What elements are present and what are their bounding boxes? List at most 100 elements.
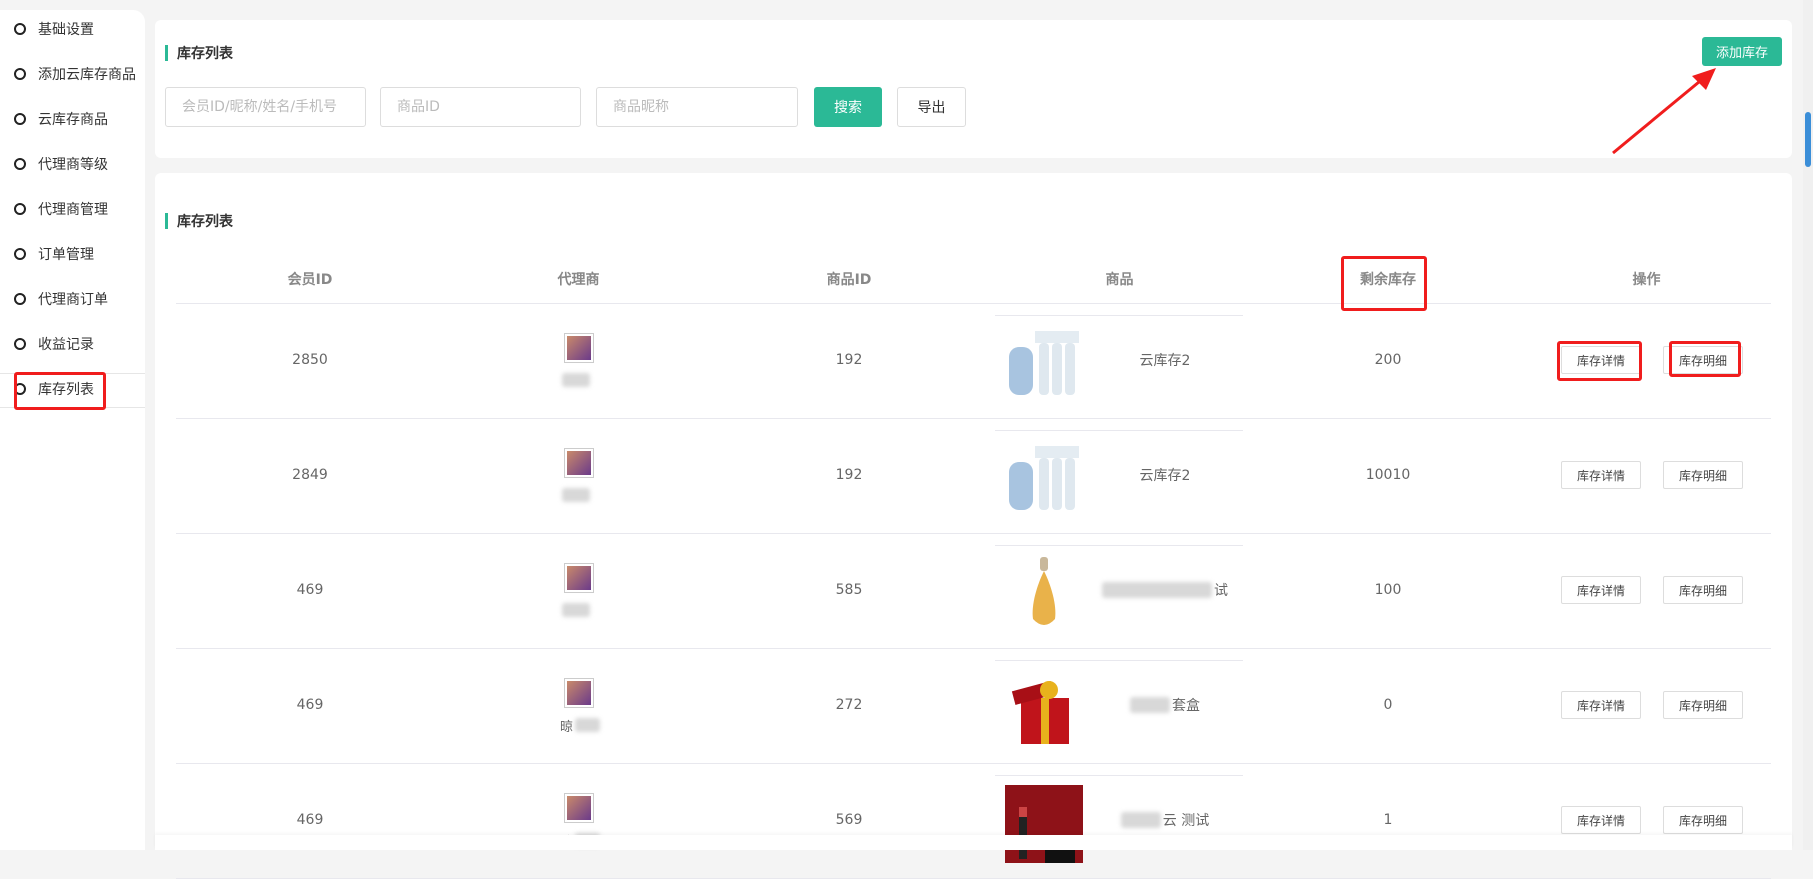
stock-detail-button[interactable]: 库存详情 xyxy=(1561,461,1641,489)
redacted-text xyxy=(562,603,590,617)
sidebar-item[interactable]: 添加云库存商品 xyxy=(14,59,136,89)
stock-ledger-button[interactable]: 库存明细 xyxy=(1663,461,1743,489)
stock-detail-button[interactable]: 库存详情 xyxy=(1561,691,1641,719)
annotation-arrow-icon xyxy=(1612,68,1716,155)
agent-name: 晾 xyxy=(560,715,600,735)
column-header: 代理商 xyxy=(557,272,600,288)
sidebar-item[interactable]: 代理商订单 xyxy=(14,284,108,314)
agent-name xyxy=(560,485,600,505)
divider xyxy=(176,648,1771,649)
product-image xyxy=(1005,440,1083,518)
sidebar xyxy=(0,10,145,850)
product-name-input[interactable] xyxy=(596,87,798,127)
product-name-text: 云库存2 xyxy=(1139,353,1191,369)
circle-icon xyxy=(14,68,26,80)
product-id: 585 xyxy=(835,582,863,598)
divider xyxy=(0,407,145,408)
column-header: 剩余库存 xyxy=(1360,272,1416,288)
circle-icon xyxy=(14,23,26,35)
bottom-bar xyxy=(155,835,1792,850)
stock-detail-button[interactable]: 库存详情 xyxy=(1561,806,1641,834)
sidebar-item-label: 收益记录 xyxy=(38,337,94,353)
remaining-stock: 10010 xyxy=(1365,467,1411,483)
sidebar-item-label: 库存列表 xyxy=(38,382,94,398)
product-id: 192 xyxy=(835,352,863,368)
stock-ledger-button[interactable]: 库存明细 xyxy=(1663,576,1743,604)
circle-icon xyxy=(14,293,26,305)
agent-avatar xyxy=(564,333,594,363)
column-header: 会员ID xyxy=(287,272,333,288)
sidebar-item-label: 代理商订单 xyxy=(38,292,108,308)
sidebar-item[interactable]: 云库存商品 xyxy=(14,104,108,134)
agent-name-text: 晾 xyxy=(560,719,574,735)
product-name: 云库存2 xyxy=(1095,348,1235,372)
agent-name xyxy=(560,600,600,620)
redacted-text xyxy=(575,718,600,732)
sidebar-item-label: 添加云库存商品 xyxy=(38,67,136,83)
redacted-text xyxy=(1102,582,1212,598)
circle-icon xyxy=(14,158,26,170)
search-card-title: 库存列表 xyxy=(165,43,233,63)
sidebar-item[interactable]: 库存列表 xyxy=(14,374,94,404)
stock-ledger-button[interactable]: 库存明细 xyxy=(1663,691,1743,719)
product-name-text: 云库存2 xyxy=(1139,468,1191,484)
agent-avatar xyxy=(564,448,594,478)
title-text: 库存列表 xyxy=(177,214,233,230)
stock-ledger-button[interactable]: 库存明细 xyxy=(1663,346,1743,374)
divider xyxy=(176,533,1771,534)
member-id: 2849 xyxy=(292,467,328,483)
sidebar-item[interactable]: 订单管理 xyxy=(14,239,94,269)
remaining-stock: 200 xyxy=(1374,352,1402,368)
divider xyxy=(176,763,1771,764)
export-button[interactable]: 导出 xyxy=(897,87,966,127)
title-text: 库存列表 xyxy=(177,46,233,62)
member-id: 469 xyxy=(296,812,324,828)
circle-icon xyxy=(14,383,26,395)
circle-icon xyxy=(14,248,26,260)
sidebar-item[interactable]: 代理商管理 xyxy=(14,194,108,224)
redacted-text xyxy=(1130,697,1170,713)
product-id: 569 xyxy=(835,812,863,828)
agent-name xyxy=(560,370,600,390)
divider xyxy=(0,373,145,374)
stock-detail-button[interactable]: 库存详情 xyxy=(1561,576,1641,604)
member-id: 2850 xyxy=(292,352,328,368)
divider xyxy=(995,430,1243,431)
add-stock-button[interactable]: 添加库存 xyxy=(1702,37,1782,66)
scrollbar-thumb[interactable] xyxy=(1805,112,1811,167)
product-id: 192 xyxy=(835,467,863,483)
divider xyxy=(176,303,1771,304)
scrollbar[interactable] xyxy=(1803,0,1813,850)
stock-ledger-button[interactable]: 库存明细 xyxy=(1663,806,1743,834)
column-header: 商品 xyxy=(1105,272,1134,288)
divider xyxy=(995,545,1243,546)
remaining-stock: 0 xyxy=(1383,697,1393,713)
stock-detail-button[interactable]: 库存详情 xyxy=(1561,346,1641,374)
remaining-stock: 100 xyxy=(1374,582,1402,598)
sidebar-item-label: 云库存商品 xyxy=(38,112,108,128)
sidebar-item[interactable]: 基础设置 xyxy=(14,14,94,44)
sidebar-item-label: 代理商等级 xyxy=(38,157,108,173)
product-name-text: 云 测试 xyxy=(1162,813,1210,829)
sidebar-item-label: 基础设置 xyxy=(38,22,94,38)
product-name: 云 测试 xyxy=(1095,808,1235,832)
product-name: 试 xyxy=(1095,578,1235,602)
sidebar-item[interactable]: 收益记录 xyxy=(14,329,94,359)
table-card xyxy=(155,173,1792,850)
product-image xyxy=(1005,785,1083,863)
product-id-input[interactable] xyxy=(380,87,581,127)
column-header: 商品ID xyxy=(826,272,872,288)
member-id: 469 xyxy=(296,582,324,598)
product-image xyxy=(1005,670,1083,748)
product-name: 云库存2 xyxy=(1095,463,1235,487)
sidebar-item[interactable]: 代理商等级 xyxy=(14,149,108,179)
member-search-input[interactable] xyxy=(165,87,366,127)
search-button[interactable]: 搜索 xyxy=(814,87,882,127)
circle-icon xyxy=(14,113,26,125)
redacted-text xyxy=(1120,812,1161,828)
agent-avatar xyxy=(564,793,594,823)
divider xyxy=(995,775,1243,776)
agent-avatar xyxy=(564,563,594,593)
remaining-stock: 1 xyxy=(1383,812,1393,828)
product-image xyxy=(1005,555,1083,633)
